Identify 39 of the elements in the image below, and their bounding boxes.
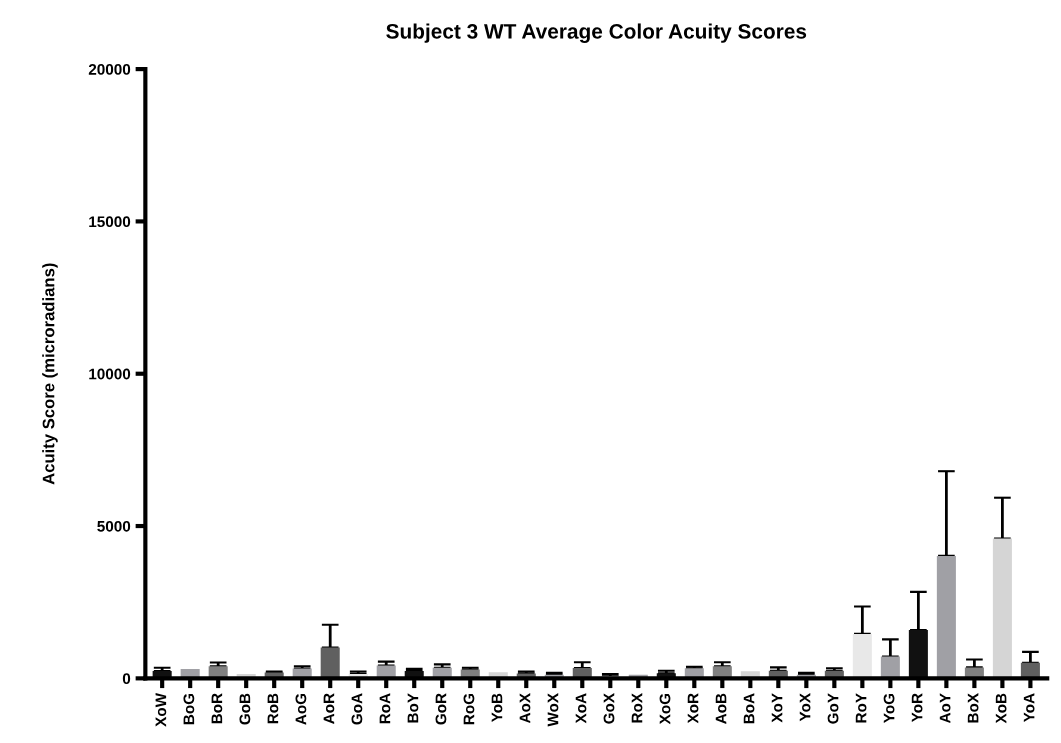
x-tick-label: GoB (239, 693, 251, 725)
x-tick-label: XoR (687, 693, 699, 724)
x-tick-label: RoB (267, 693, 279, 724)
x-tick-label: WoX (547, 693, 559, 727)
x-tick-label: XoA (575, 693, 587, 724)
x-tick-label: GoA (351, 693, 363, 725)
x-tick-label: BoX (967, 693, 979, 723)
x-tick-label: BoA (743, 693, 755, 724)
x-tick-label: RoA (379, 693, 391, 724)
x-tick-label: BoR (211, 693, 223, 724)
y-tick-label: 5000 (97, 520, 131, 532)
x-tick-label: XoY (771, 693, 783, 723)
x-tick-label: XoW (155, 692, 167, 727)
y-tick-label: 20000 (88, 63, 131, 75)
x-tick-label: AoX (519, 693, 531, 724)
y-tick-label: 0 (122, 673, 131, 685)
y-tick-label: 10000 (89, 368, 131, 380)
x-tick-label: RoG (463, 693, 475, 725)
x-tick-label: GoR (435, 693, 447, 725)
x-tick-label: AoB (715, 693, 727, 724)
x-tick-label: YoB (491, 693, 503, 723)
x-tick-label: BoY (407, 693, 419, 723)
x-tick-label: YoG (883, 693, 895, 723)
x-tick-label: RoY (855, 693, 867, 723)
x-tick-label: AoY (939, 693, 951, 724)
x-tick-label: GoY (827, 693, 839, 724)
x-tick-label: AoG (295, 693, 307, 725)
x-tick-label: YoX (799, 693, 811, 722)
x-tick-label: GoX (603, 693, 615, 724)
y-tick-label: 15000 (89, 216, 131, 228)
x-tick-label: AoR (323, 693, 335, 724)
x-tick-label: YoA (1023, 693, 1035, 723)
chart-title: Subject 3 WT Average Color Acuity Scores (386, 23, 807, 43)
x-tick-label: RoX (631, 693, 643, 723)
x-tick-label: XoG (659, 693, 671, 725)
x-tick-label: BoG (183, 693, 195, 725)
x-tick-label: YoR (911, 693, 923, 723)
y-axis-title: Acuity Score (microradians) (42, 263, 58, 485)
x-tick-label: XoB (995, 693, 1007, 724)
